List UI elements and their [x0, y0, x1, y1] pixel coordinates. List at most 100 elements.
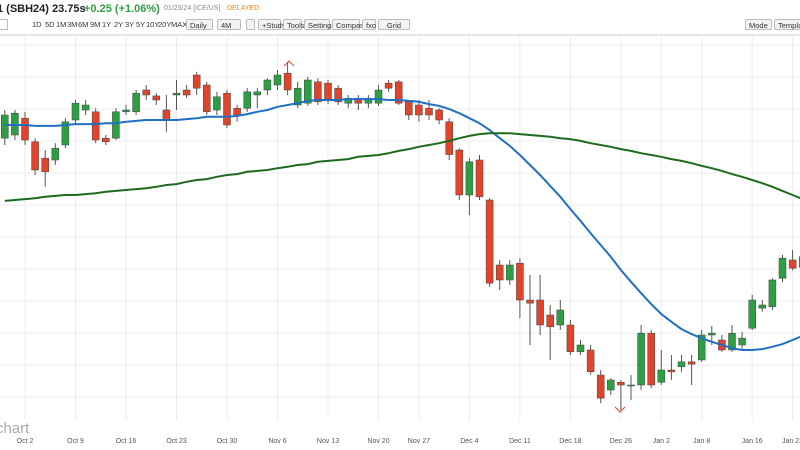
candle-body: [768, 279, 777, 308]
candle-body: [394, 81, 403, 104]
tool-button[interactable]: fxo: [362, 19, 376, 30]
candle-body: [91, 111, 100, 141]
candle-body: [607, 379, 615, 391]
toolbar: 1D 5D 1M 3M 6M 9M 1Y 2Y 3Y 5Y 10Y 20Y MAX Daily 4M +Stu…: [0, 17, 800, 34]
candle-body: [41, 157, 49, 173]
x-tick-label: Nov 27: [408, 438, 430, 445]
candle-body: [586, 349, 595, 373]
period-button[interactable]: 5D: [45, 20, 55, 29]
candle-body: [697, 334, 706, 361]
candle-body: [758, 304, 767, 309]
calendar-button[interactable]: [246, 19, 255, 30]
range-select[interactable]: 4M: [217, 19, 241, 30]
moving-average-line: [4, 132, 800, 202]
candle-body: [21, 117, 29, 141]
candle-body: [233, 107, 241, 116]
candle-body: [506, 264, 514, 281]
period-button[interactable]: 1Y: [102, 20, 112, 29]
tool-button[interactable]: Templat: [774, 19, 800, 30]
period-button[interactable]: 6M: [78, 20, 89, 29]
tool-button[interactable]: +Study: [258, 19, 286, 30]
candle-body: [31, 141, 39, 171]
tool-button[interactable]: Tools: [283, 19, 305, 30]
x-tick-label: Oct 30: [217, 438, 238, 445]
symbol-input[interactable]: [0, 19, 8, 30]
x-tick-label: Dec 26: [610, 438, 632, 445]
candle-body: [475, 159, 484, 198]
x-tick-label: Oct 9: [67, 438, 84, 445]
candle-body: [425, 107, 433, 116]
candle-body: [324, 82, 332, 101]
candle-body: [627, 384, 635, 387]
tool-button[interactable]: Mode: [745, 19, 772, 30]
period-button[interactable]: 10Y: [146, 20, 160, 29]
candle-body: [596, 374, 605, 399]
period-button[interactable]: 1D: [32, 20, 42, 29]
candle-body: [51, 147, 60, 161]
candle-body: [738, 337, 746, 346]
candle-body: [152, 95, 161, 101]
symbol: 1 (SBH24) 23.75s: [0, 3, 86, 15]
change: +0.25 (+1.06%): [84, 3, 160, 15]
period-button[interactable]: 1M: [56, 20, 67, 29]
candle-body: [273, 74, 282, 86]
period-button[interactable]: 9M: [90, 20, 101, 29]
interval-select[interactable]: Daily: [186, 19, 213, 30]
candle-body: [708, 332, 716, 336]
status: DELAYED: [227, 5, 260, 12]
tool-button[interactable]: Grid: [378, 19, 410, 30]
candle-body: [102, 137, 110, 143]
tool-button[interactable]: Settings: [304, 19, 335, 30]
candle-body: [637, 332, 645, 386]
candle-body: [516, 262, 524, 301]
candle-body: [213, 96, 221, 111]
moving-average-line: [4, 98, 800, 351]
candle-body: [687, 361, 696, 365]
candle-body: [172, 92, 181, 96]
candle-body: [647, 332, 655, 386]
candle-body: [182, 89, 191, 96]
period-button[interactable]: 3Y: [125, 20, 135, 29]
candle-body: [435, 109, 443, 121]
candle-body: [617, 382, 625, 386]
period-button[interactable]: 2Y: [114, 20, 124, 29]
candle-body: [485, 199, 494, 284]
marks: [1, 61, 800, 410]
x-tick-label: Nov 20: [367, 438, 389, 445]
candle-body: [112, 111, 120, 139]
x-tick-label: Jan 2: [653, 438, 670, 445]
candle-body: [657, 369, 666, 383]
low-marker: [614, 406, 626, 413]
candle-body: [122, 109, 130, 113]
candle-body: [142, 89, 150, 96]
candle-body: [546, 314, 554, 328]
candle-body: [576, 344, 585, 353]
quote-bar: 1 (SBH24) 23.75s +0.25 (+1.06%) 01/23/24…: [0, 0, 800, 17]
candle-body: [283, 72, 292, 91]
period-button[interactable]: MAX: [171, 20, 188, 29]
candle-body: [253, 91, 262, 96]
x-tick-label: Oct 16: [116, 438, 137, 445]
watermark: chart: [0, 420, 30, 437]
candle-body: [334, 87, 342, 103]
candle-body: [243, 91, 251, 109]
candle-body: [788, 259, 797, 269]
candle-body: [374, 89, 383, 104]
period-button[interactable]: 20Y: [158, 20, 172, 29]
candle-body: [223, 92, 231, 126]
candle-body: [455, 149, 464, 196]
candle-body: [465, 161, 474, 196]
tool-button[interactable]: Compare: [332, 19, 367, 30]
x-tick-label: Oct 23: [166, 438, 187, 445]
period-button[interactable]: 3M: [67, 20, 78, 29]
x-tick-label: Jan 8: [693, 438, 710, 445]
period-button[interactable]: 5Y: [136, 20, 146, 29]
candle-body: [293, 87, 302, 106]
candle-body: [384, 82, 393, 89]
x-tick-label: Dec 4: [460, 438, 478, 445]
candle-body: [677, 361, 686, 368]
candle-body: [667, 369, 676, 373]
candle-body: [526, 299, 534, 304]
